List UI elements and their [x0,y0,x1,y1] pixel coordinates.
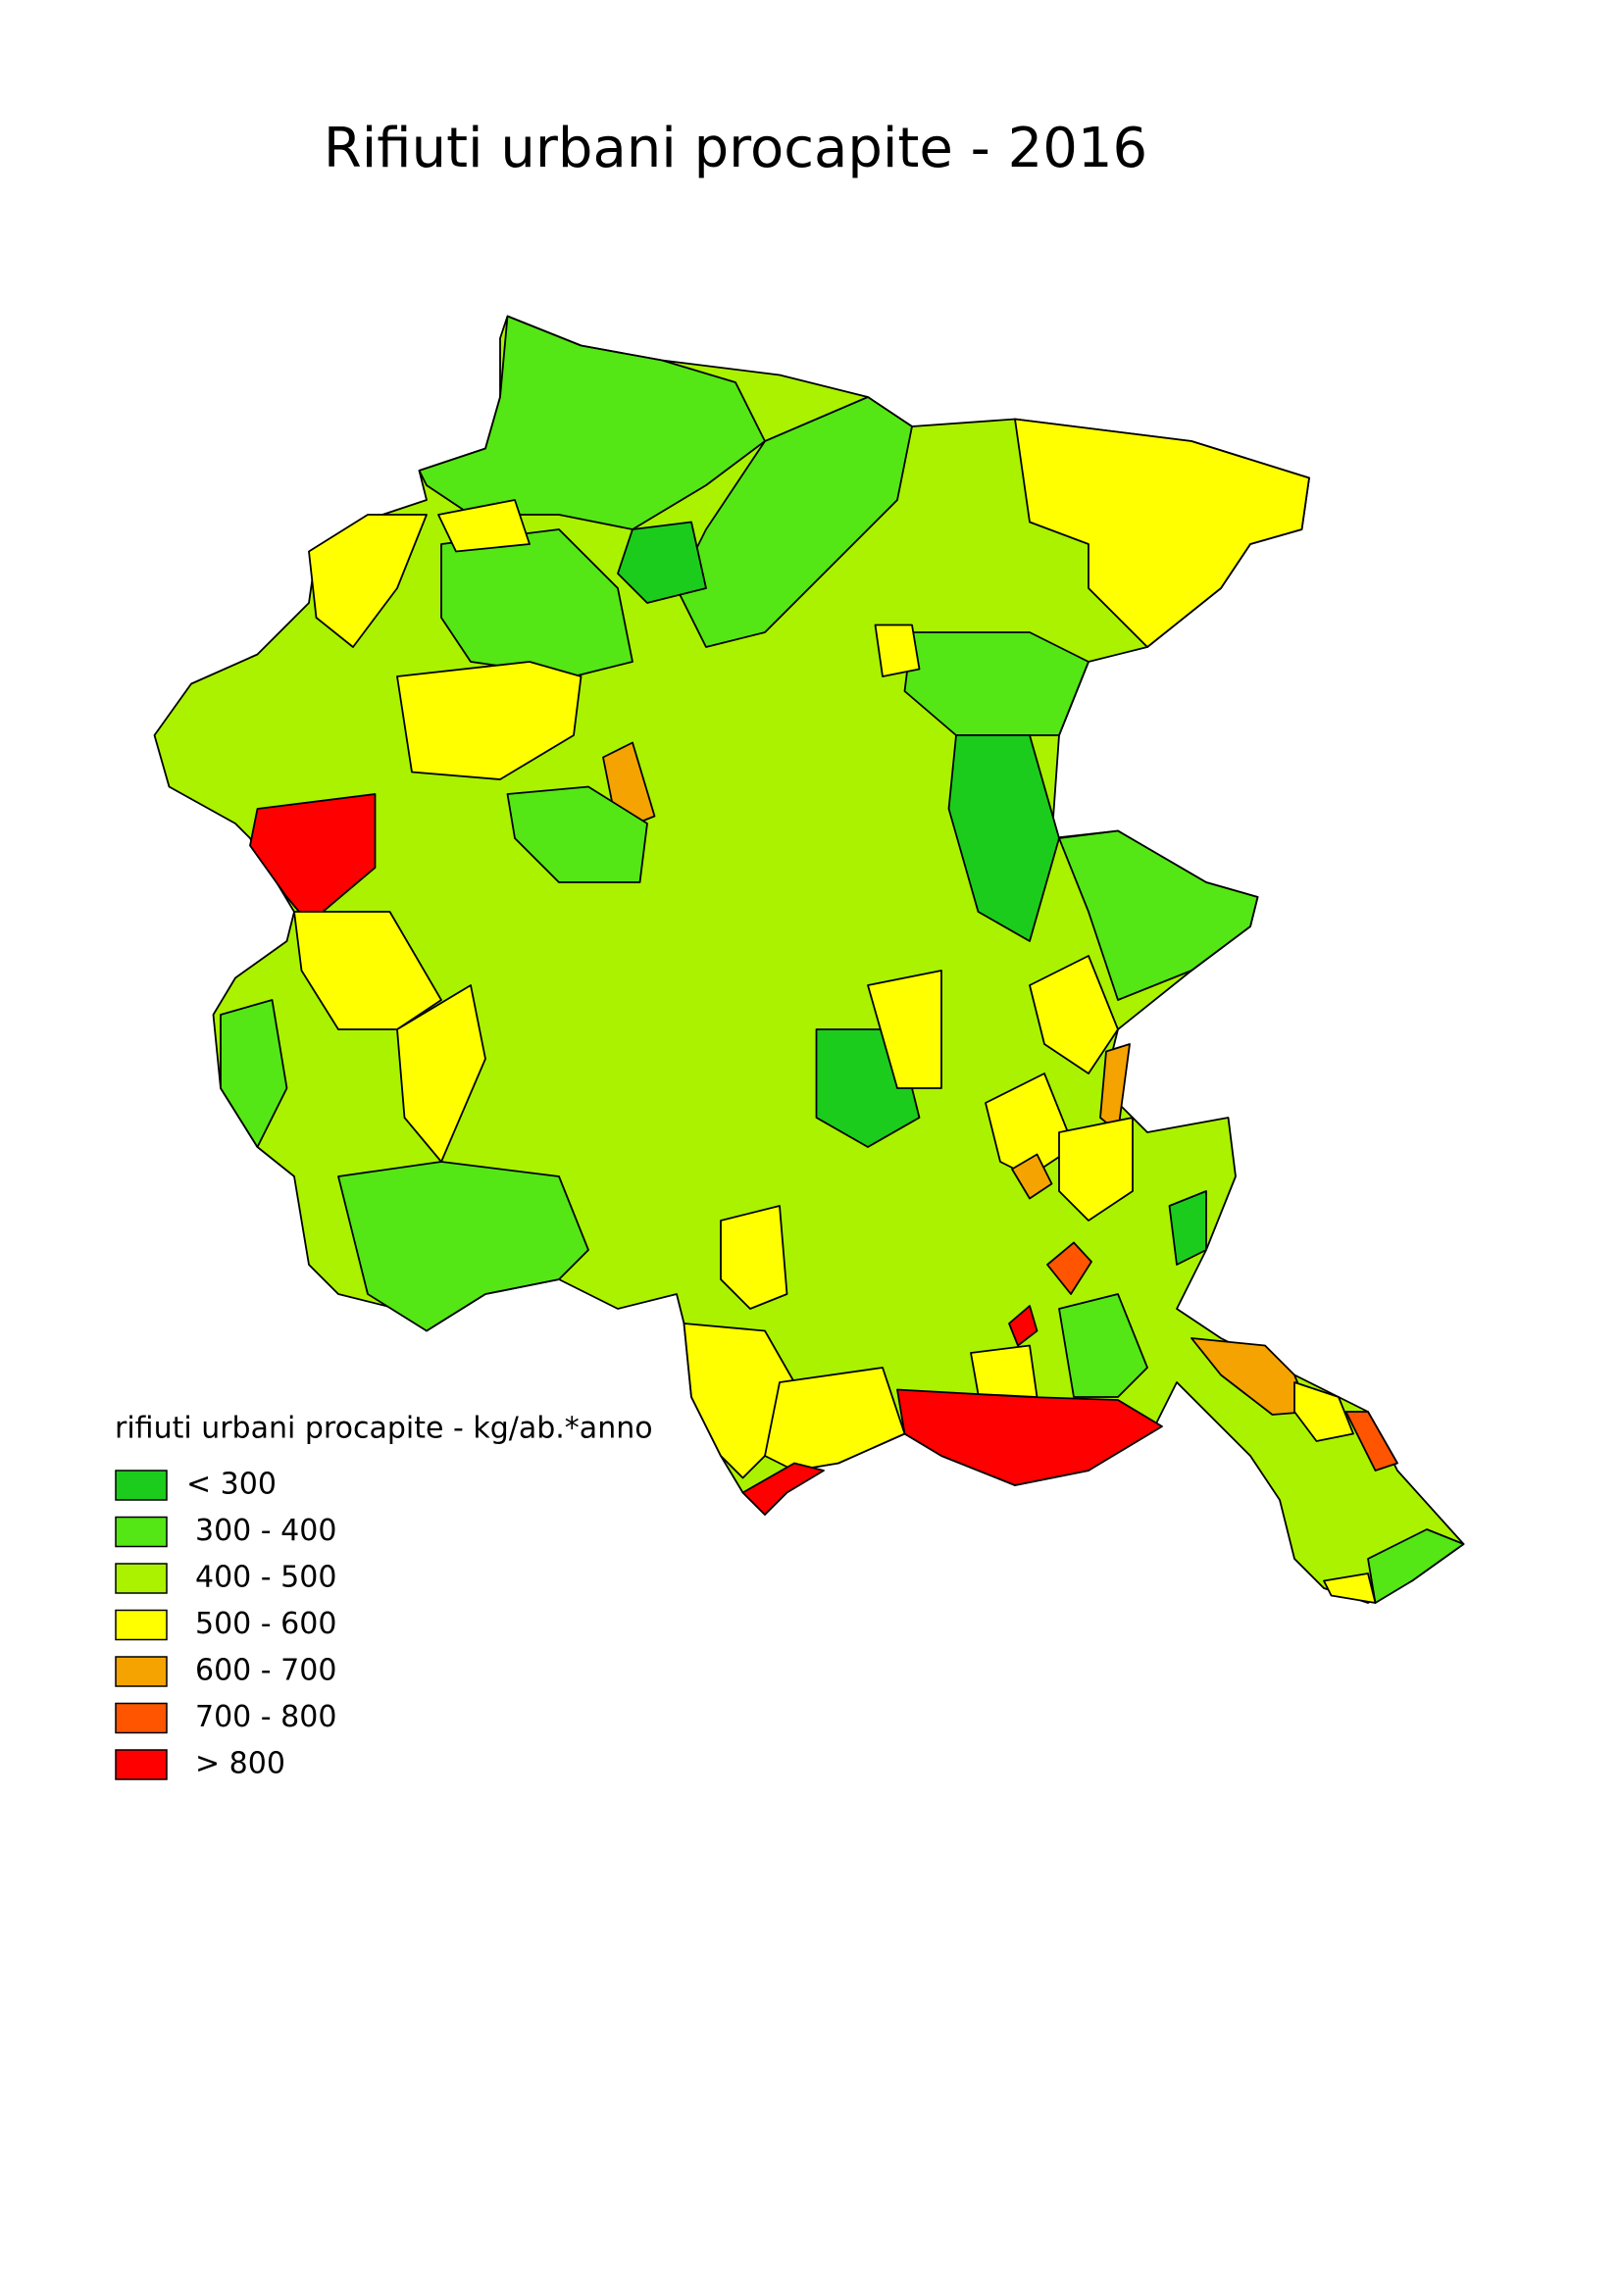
municipality [506,785,648,883]
legend-label: 400 - 500 [195,1561,336,1595]
legend-label: 700 - 800 [195,1700,336,1734]
legend-label: 300 - 400 [195,1514,336,1548]
municipality [440,528,633,677]
legend-swatch [115,1516,168,1548]
legend-swatch [115,1470,168,1501]
municipality [418,315,766,530]
municipality [720,1205,788,1310]
municipality [1008,1305,1038,1347]
municipality [1058,1293,1148,1398]
municipality [970,1344,1038,1398]
municipality [683,1323,795,1479]
municipality [1323,1572,1377,1604]
municipality [396,661,583,780]
municipality [1014,418,1310,648]
legend-label: < 300 [186,1468,277,1502]
municipality [1293,1381,1354,1442]
municipality [1058,1117,1134,1222]
municipality [220,999,288,1148]
legend-label: > 800 [195,1747,285,1781]
legend-title: rifiuti urbani procapite - kg/ab.*anno [115,1412,653,1446]
municipality [337,1161,589,1332]
municipality [308,514,428,648]
map-title: Rifiuti urbani procapite - 2016 [324,117,1147,180]
municipality [896,1388,1163,1486]
municipality [764,1367,906,1472]
legend-label: 500 - 600 [195,1607,336,1641]
municipality [1168,1190,1207,1266]
legend: < 300 300 - 400 400 - 500 500 - 600 600 - 70… [115,1468,336,1781]
municipality [903,631,1089,736]
municipality [396,984,486,1163]
municipality [741,1462,825,1516]
municipality [1046,1241,1092,1295]
municipality [874,624,921,677]
municipality [617,521,707,604]
municipality [1011,1153,1053,1200]
municipality [1058,829,1259,1001]
legend-label: 600 - 700 [195,1654,336,1688]
map [153,315,1465,1604]
municipality [437,499,531,553]
legend-swatch [115,1609,168,1641]
legend-swatch [115,1563,168,1594]
municipality [867,970,942,1089]
municipality [985,1073,1075,1177]
municipality [1029,955,1119,1074]
legend-swatch [115,1656,168,1687]
legend-swatch [115,1702,168,1734]
municipality [947,734,1060,942]
municipality [1344,1411,1398,1472]
legend-swatch [115,1749,168,1780]
